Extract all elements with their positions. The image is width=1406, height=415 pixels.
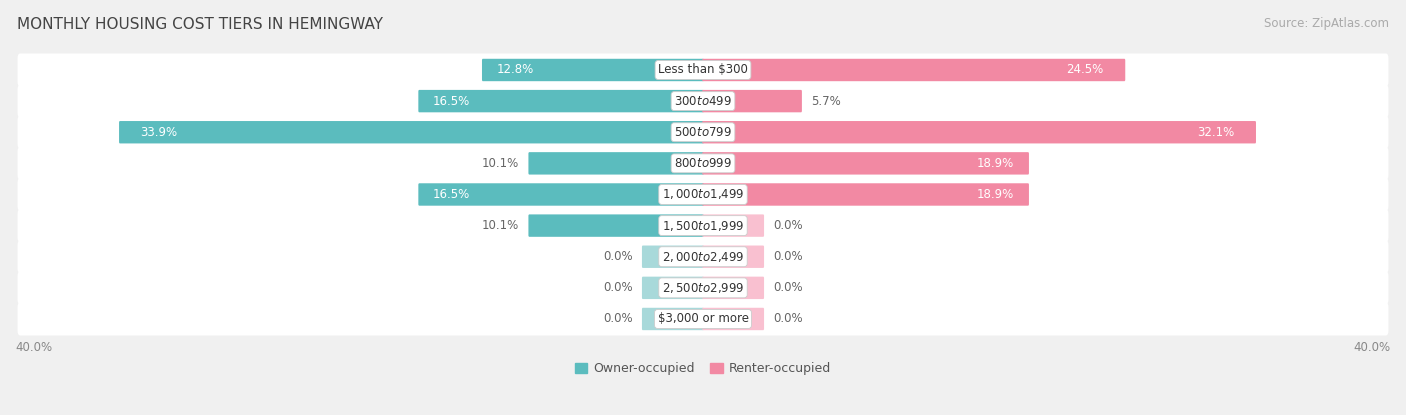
FancyBboxPatch shape — [702, 90, 801, 112]
FancyBboxPatch shape — [18, 85, 1388, 117]
FancyBboxPatch shape — [702, 152, 1029, 175]
Text: $1,000 to $1,499: $1,000 to $1,499 — [662, 188, 744, 201]
Text: 16.5%: 16.5% — [433, 95, 470, 107]
FancyBboxPatch shape — [18, 54, 1388, 86]
FancyBboxPatch shape — [702, 215, 763, 237]
FancyBboxPatch shape — [702, 121, 1256, 144]
Text: 32.1%: 32.1% — [1198, 126, 1234, 139]
FancyBboxPatch shape — [18, 271, 1388, 304]
FancyBboxPatch shape — [529, 215, 704, 237]
Text: 24.5%: 24.5% — [1067, 63, 1104, 76]
Text: 33.9%: 33.9% — [141, 126, 177, 139]
FancyBboxPatch shape — [120, 121, 704, 144]
Text: 10.1%: 10.1% — [482, 157, 519, 170]
FancyBboxPatch shape — [643, 308, 704, 330]
Text: $500 to $799: $500 to $799 — [673, 126, 733, 139]
Text: $800 to $999: $800 to $999 — [673, 157, 733, 170]
Text: $300 to $499: $300 to $499 — [673, 95, 733, 107]
Text: 10.1%: 10.1% — [482, 219, 519, 232]
Text: $3,000 or more: $3,000 or more — [658, 312, 748, 325]
FancyBboxPatch shape — [18, 209, 1388, 242]
Text: 16.5%: 16.5% — [433, 188, 470, 201]
Text: Less than $300: Less than $300 — [658, 63, 748, 76]
Text: 0.0%: 0.0% — [773, 281, 803, 294]
Text: $2,500 to $2,999: $2,500 to $2,999 — [662, 281, 744, 295]
Text: 0.0%: 0.0% — [603, 250, 633, 263]
FancyBboxPatch shape — [419, 90, 704, 112]
Text: 0.0%: 0.0% — [773, 250, 803, 263]
Text: 40.0%: 40.0% — [1354, 342, 1391, 354]
Text: 0.0%: 0.0% — [773, 219, 803, 232]
Text: $2,000 to $2,499: $2,000 to $2,499 — [662, 250, 744, 264]
Text: 0.0%: 0.0% — [773, 312, 803, 325]
Legend: Owner-occupied, Renter-occupied: Owner-occupied, Renter-occupied — [575, 362, 831, 376]
Text: Source: ZipAtlas.com: Source: ZipAtlas.com — [1264, 17, 1389, 29]
Text: 5.7%: 5.7% — [811, 95, 841, 107]
FancyBboxPatch shape — [18, 147, 1388, 180]
Text: 18.9%: 18.9% — [977, 188, 1014, 201]
Text: 18.9%: 18.9% — [977, 157, 1014, 170]
FancyBboxPatch shape — [702, 246, 763, 268]
FancyBboxPatch shape — [702, 308, 763, 330]
Text: 40.0%: 40.0% — [15, 342, 52, 354]
FancyBboxPatch shape — [18, 178, 1388, 211]
FancyBboxPatch shape — [702, 183, 1029, 206]
FancyBboxPatch shape — [18, 240, 1388, 273]
Text: MONTHLY HOUSING COST TIERS IN HEMINGWAY: MONTHLY HOUSING COST TIERS IN HEMINGWAY — [17, 17, 382, 32]
FancyBboxPatch shape — [18, 116, 1388, 149]
FancyBboxPatch shape — [643, 246, 704, 268]
FancyBboxPatch shape — [419, 183, 704, 206]
FancyBboxPatch shape — [702, 59, 1125, 81]
FancyBboxPatch shape — [18, 303, 1388, 335]
FancyBboxPatch shape — [529, 152, 704, 175]
Text: 12.8%: 12.8% — [496, 63, 534, 76]
Text: 0.0%: 0.0% — [603, 281, 633, 294]
FancyBboxPatch shape — [643, 277, 704, 299]
FancyBboxPatch shape — [482, 59, 704, 81]
Text: $1,500 to $1,999: $1,500 to $1,999 — [662, 219, 744, 232]
Text: 0.0%: 0.0% — [603, 312, 633, 325]
FancyBboxPatch shape — [702, 277, 763, 299]
